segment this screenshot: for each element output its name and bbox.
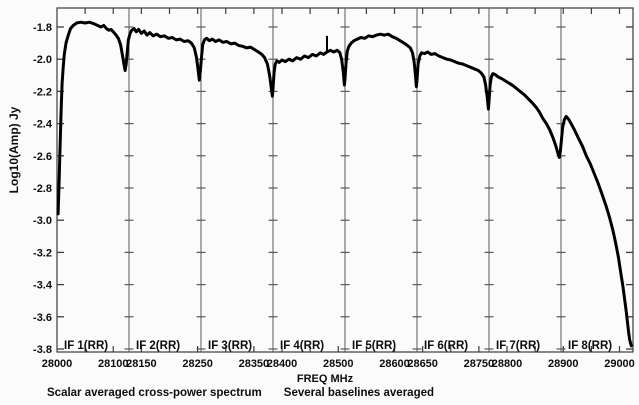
if-panel-label: IF 7(RR)	[496, 340, 540, 352]
if-panel-label: IF 5(RR)	[352, 340, 396, 352]
x-tick-label: 28750	[464, 358, 495, 370]
y-tick-label: -2.0	[33, 54, 52, 66]
x-tick-label: 28250	[182, 358, 213, 370]
x-tick-label: 28800	[492, 358, 523, 370]
x-tick-label: 28600	[379, 358, 410, 370]
spectrum-curve	[56, 20, 633, 348]
if-panel-label: IF 1(RR)	[64, 340, 108, 352]
caption-baselines: Several baselines averaged	[283, 387, 435, 399]
y-tick-label: -2.2	[33, 86, 52, 98]
y-axis-title: Log10(Amp) Jy	[7, 106, 21, 194]
x-tick-label: 28500	[323, 358, 354, 370]
if-panel-label: IF 6(RR)	[424, 340, 468, 352]
x-tick-label: 28400	[267, 358, 298, 370]
if-panel-label: IF 8(RR)	[568, 340, 612, 352]
x-tick-label: 28000	[42, 358, 73, 370]
x-tick-label: 29000	[604, 358, 635, 370]
y-tick-label: -3.2	[33, 247, 52, 259]
if-panel-label: IF 2(RR)	[136, 340, 180, 352]
y-tick-label: -2.4	[33, 119, 53, 131]
y-tick-label: -2.6	[33, 151, 52, 163]
x-tick-label: 28650	[407, 358, 438, 370]
if-panel-label: IF 4(RR)	[280, 340, 324, 352]
y-tick-label: -3.8	[33, 344, 52, 356]
y-tick-label: -1.8	[33, 22, 52, 34]
caption-spectrum-type: Scalar averaged cross-power spectrum	[47, 387, 262, 399]
x-tick-label: 28350	[239, 358, 270, 370]
x-tick-label: 28150	[126, 358, 157, 370]
x-tick-label: 28100	[98, 358, 129, 370]
if-panel-label: IF 3(RR)	[208, 340, 252, 352]
plot-caption: Scalar averaged cross-power spectrum Seve…	[47, 387, 434, 399]
y-tick-label: -3.0	[33, 215, 52, 227]
y-tick-label: -3.6	[33, 312, 52, 324]
y-tick-label: -2.8	[33, 183, 52, 195]
x-tick-label: 28900	[548, 358, 579, 370]
x-axis-title: FREQ MHz	[296, 373, 354, 385]
y-tick-label: -3.4	[33, 280, 53, 292]
